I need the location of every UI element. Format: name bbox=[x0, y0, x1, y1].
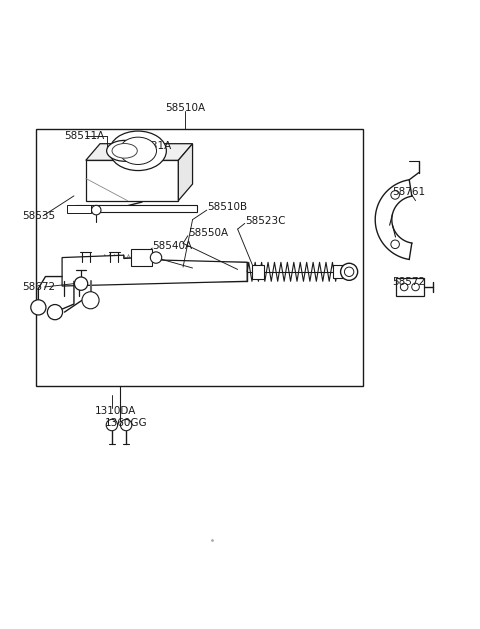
Bar bbox=[67, 206, 91, 213]
Text: 58550A: 58550A bbox=[188, 228, 228, 238]
Circle shape bbox=[400, 283, 408, 291]
Text: 58672: 58672 bbox=[22, 282, 55, 292]
Circle shape bbox=[106, 420, 118, 431]
Bar bbox=[334, 265, 344, 279]
Circle shape bbox=[31, 300, 46, 315]
Circle shape bbox=[345, 267, 354, 277]
Text: 58510A: 58510A bbox=[166, 103, 205, 113]
Polygon shape bbox=[86, 143, 192, 160]
Text: 58540A: 58540A bbox=[152, 241, 192, 251]
Circle shape bbox=[341, 264, 358, 281]
Circle shape bbox=[391, 191, 399, 199]
Circle shape bbox=[48, 304, 62, 320]
Text: 58535: 58535 bbox=[22, 211, 55, 221]
Text: 58531A: 58531A bbox=[131, 141, 171, 150]
Ellipse shape bbox=[109, 131, 167, 170]
Bar bbox=[36, 130, 363, 386]
Circle shape bbox=[74, 277, 88, 291]
Bar bbox=[396, 278, 424, 296]
Bar bbox=[131, 249, 152, 266]
Polygon shape bbox=[62, 255, 247, 286]
Text: 1310DA: 1310DA bbox=[96, 406, 137, 416]
Text: 58523C: 58523C bbox=[245, 216, 285, 226]
Text: 1360GG: 1360GG bbox=[105, 418, 147, 428]
Circle shape bbox=[412, 283, 420, 291]
Bar bbox=[252, 265, 264, 279]
Ellipse shape bbox=[112, 143, 137, 158]
Circle shape bbox=[92, 206, 101, 215]
Text: 58511A: 58511A bbox=[64, 131, 105, 141]
Text: 58761: 58761 bbox=[392, 187, 425, 197]
Text: 58510B: 58510B bbox=[207, 203, 247, 212]
Ellipse shape bbox=[120, 137, 156, 164]
Circle shape bbox=[82, 292, 99, 309]
Circle shape bbox=[150, 252, 162, 264]
Polygon shape bbox=[179, 143, 192, 201]
Ellipse shape bbox=[107, 140, 143, 161]
Circle shape bbox=[120, 420, 132, 431]
Bar bbox=[76, 206, 197, 212]
Text: 58572: 58572 bbox=[392, 277, 425, 287]
Bar bbox=[86, 160, 179, 201]
Circle shape bbox=[391, 240, 399, 248]
